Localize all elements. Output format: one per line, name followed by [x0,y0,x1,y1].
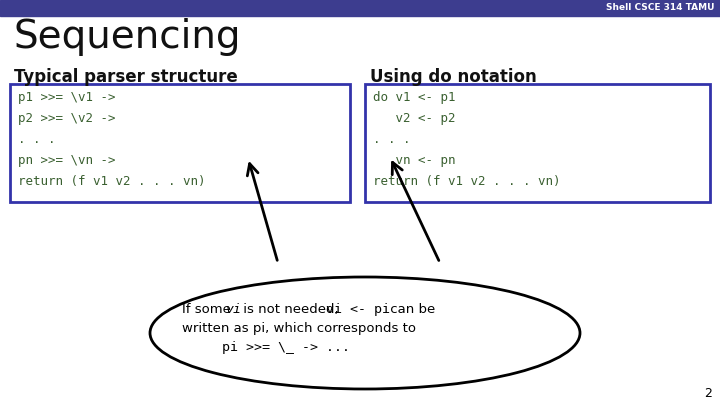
FancyBboxPatch shape [365,84,710,202]
Text: Sequencing: Sequencing [14,18,241,56]
Text: Using do notation: Using do notation [370,68,536,86]
Text: do v1 <- p1: do v1 <- p1 [373,91,456,104]
FancyBboxPatch shape [10,84,350,202]
Text: is not needed,: is not needed, [239,303,343,316]
Text: Shell CSCE 314 TAMU: Shell CSCE 314 TAMU [606,4,714,13]
Text: 2: 2 [704,387,712,400]
Text: p1 >>= \v1 ->: p1 >>= \v1 -> [18,91,115,104]
Text: can be: can be [386,303,436,316]
Text: If some: If some [182,303,235,316]
Text: return (f v1 v2 . . . vn): return (f v1 v2 . . . vn) [373,175,560,188]
Text: return (f v1 v2 . . . vn): return (f v1 v2 . . . vn) [18,175,205,188]
Text: vi <- pi: vi <- pi [326,303,390,316]
Text: pn >>= \vn ->: pn >>= \vn -> [18,154,115,167]
Text: . . .: . . . [373,133,410,146]
Text: written as pi, which corresponds to: written as pi, which corresponds to [182,322,416,335]
Text: vi: vi [226,303,242,316]
Bar [0,0,720,16]
Text: pi >>= \_ -> ...: pi >>= \_ -> ... [222,341,350,354]
Text: vn <- pn: vn <- pn [373,154,456,167]
Text: . . .: . . . [18,133,55,146]
Text: v2 <- p2: v2 <- p2 [373,112,456,125]
Text: Typical parser structure: Typical parser structure [14,68,238,86]
Text: p2 >>= \v2 ->: p2 >>= \v2 -> [18,112,115,125]
